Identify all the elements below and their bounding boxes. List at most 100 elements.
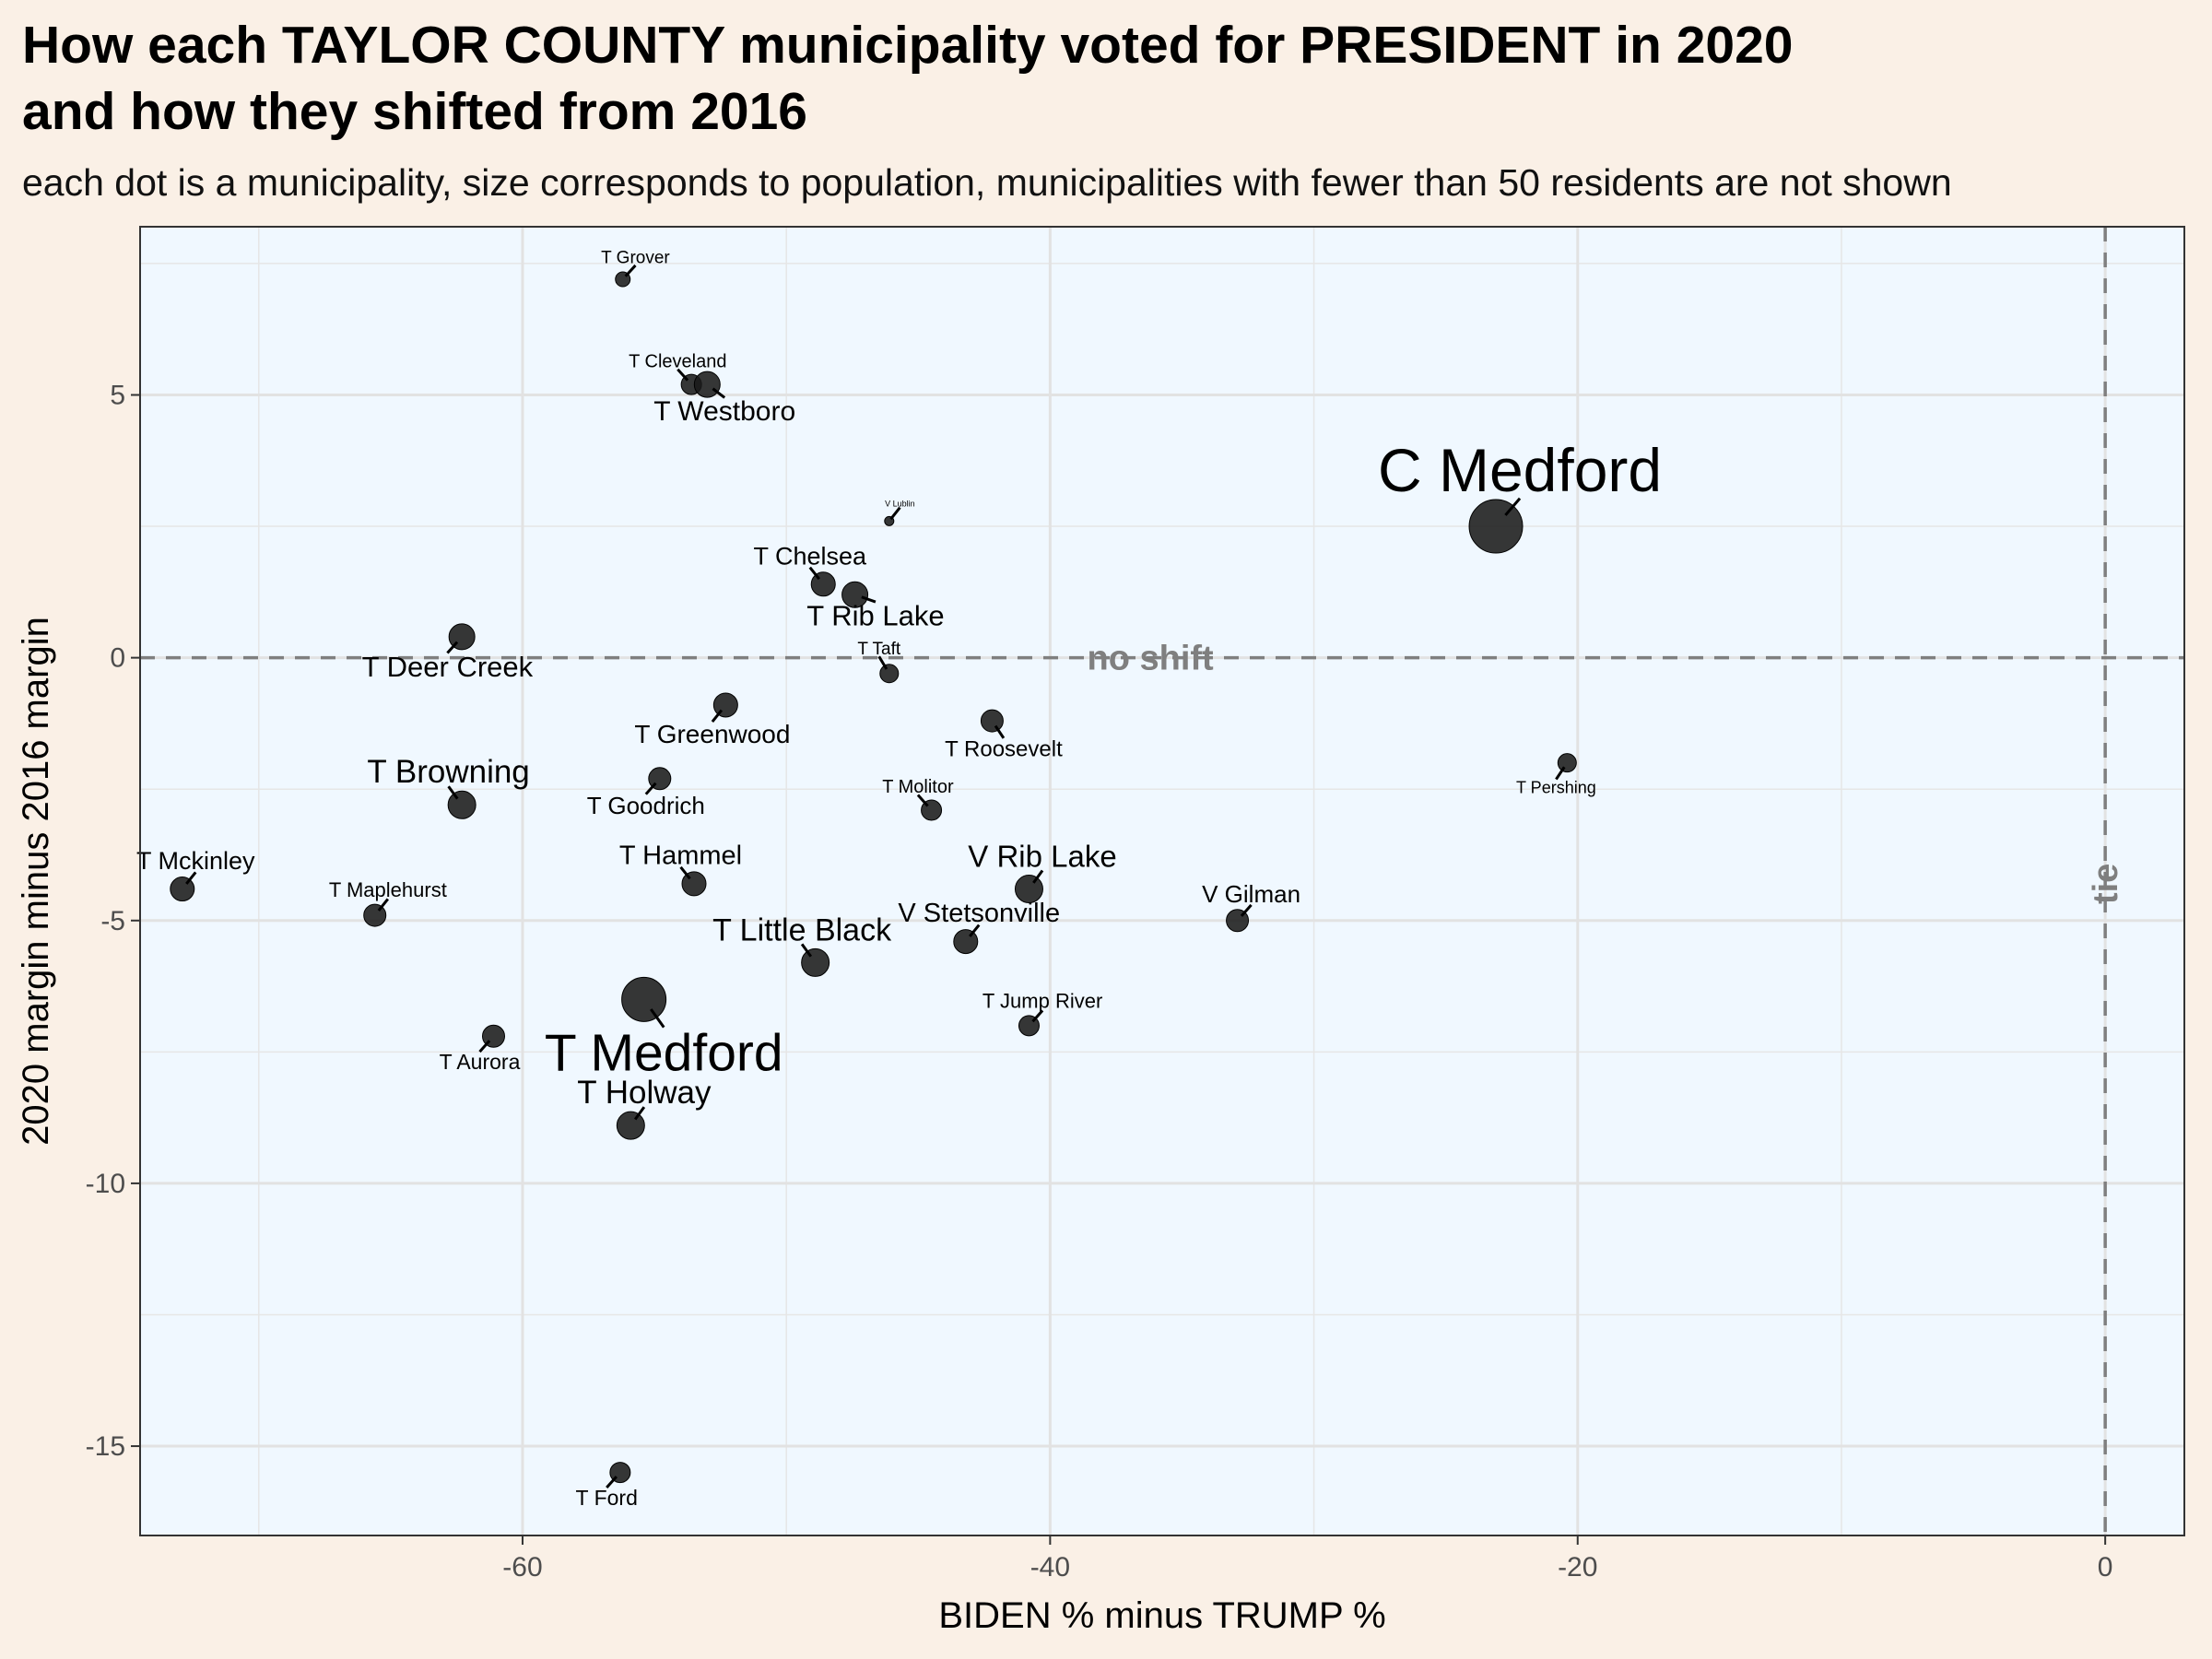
- point-label: T Cleveland: [629, 351, 726, 371]
- point-group: T Mckinley: [136, 847, 255, 902]
- y-axis-title: 2020 margin minus 2016 margin: [16, 617, 56, 1146]
- point-label: T Ford: [576, 1486, 638, 1510]
- data-point: [447, 790, 477, 819]
- data-point: [1468, 499, 1524, 554]
- data-point: [980, 709, 1004, 733]
- x-tick-label: -20: [1558, 1552, 1597, 1583]
- data-point: [693, 371, 721, 398]
- data-point: [616, 1111, 645, 1140]
- point-label: T Westboro: [653, 396, 795, 427]
- leader-line: [808, 566, 820, 581]
- plot-border: [139, 226, 2185, 1536]
- data-point: [879, 664, 900, 684]
- point-label: T Browning: [367, 754, 529, 790]
- x-tick-label: -40: [1030, 1552, 1070, 1583]
- point-label: V Gilman: [1202, 880, 1300, 908]
- point-group: T Pershing: [1516, 753, 1596, 796]
- leader-line: [677, 368, 689, 382]
- point-label: T Medford: [545, 1023, 783, 1082]
- leader-line: [711, 709, 724, 723]
- leader-line: [478, 1040, 491, 1053]
- y-tick-label: 0: [110, 643, 125, 674]
- leader-line: [185, 871, 197, 885]
- point-label: T Chelsea: [753, 542, 867, 570]
- point-label: T Little Black: [712, 912, 892, 947]
- point-label: T Deer Creek: [362, 651, 534, 683]
- leader-line: [1032, 869, 1044, 884]
- point-group: T Roosevelt: [945, 709, 1063, 762]
- leader-line: [1504, 497, 1522, 516]
- point-label: C Medford: [1378, 436, 1662, 504]
- point-group: T Medford: [545, 976, 783, 1082]
- point-label: T Maplehurst: [329, 878, 447, 901]
- leader-line: [1240, 903, 1253, 917]
- point-label: T Rib Lake: [806, 599, 944, 631]
- leader-line: [1031, 1009, 1044, 1023]
- point-group: T Little Black: [712, 912, 892, 977]
- leader-line: [994, 724, 1006, 739]
- point-group: T Grover: [601, 249, 670, 288]
- leader-line: [606, 1476, 618, 1489]
- point-group: T Westboro: [653, 371, 795, 427]
- point-group: T Goodrich: [587, 767, 705, 819]
- point-label: T Goodrich: [587, 792, 705, 819]
- point-group: T Aurora: [440, 1024, 521, 1074]
- point-group: V Rib Lake: [968, 840, 1117, 904]
- plot-panel: [140, 227, 2184, 1535]
- leader-line: [377, 898, 390, 912]
- leader-line: [446, 641, 459, 654]
- leader-line: [447, 785, 459, 800]
- point-label: T Mckinley: [136, 847, 255, 875]
- leader-line: [712, 387, 726, 399]
- point-group: T Ford: [576, 1462, 638, 1510]
- point-label: V Stetsonville: [898, 899, 1060, 928]
- y-tick-label: -5: [100, 906, 125, 936]
- tie-label: tie: [2087, 864, 2125, 904]
- point-label: T Holway: [577, 1075, 712, 1111]
- data-point: [1014, 875, 1043, 904]
- x-tick-label: -60: [502, 1552, 542, 1583]
- point-group: T Greenwood: [634, 692, 790, 748]
- data-point: [801, 947, 830, 977]
- leader-line: [800, 943, 813, 958]
- reference-lines: no shift tie: [140, 227, 2184, 1535]
- point-group: T Chelsea: [753, 542, 867, 597]
- data-point: [621, 976, 667, 1022]
- point-label: T Jump River: [982, 990, 1102, 1013]
- leader-line: [650, 1008, 665, 1029]
- point-label: V Lublin: [885, 500, 915, 509]
- leader-line: [969, 924, 981, 937]
- no-shift-label: no shift: [1088, 640, 1215, 678]
- y-tick-label: -15: [86, 1431, 125, 1462]
- y-tick-label: -10: [86, 1169, 125, 1199]
- point-label: T Roosevelt: [945, 737, 1063, 762]
- point-group: T Holway: [577, 1075, 712, 1140]
- point-group: T Molitor: [882, 777, 954, 821]
- leader-line: [633, 1106, 646, 1121]
- chart-title-line2: and how they shifted from 2016: [22, 82, 807, 141]
- point-label: T Aurora: [440, 1050, 521, 1074]
- grid-lines: [140, 227, 2184, 1535]
- point-label: T Molitor: [882, 777, 954, 797]
- point-group: T Hammel: [619, 841, 742, 897]
- point-group: V Stetsonville: [898, 899, 1060, 955]
- leader-line: [877, 655, 888, 670]
- point-label: T Hammel: [619, 841, 742, 870]
- point-group: V Gilman: [1202, 880, 1300, 933]
- data-points: T Grover T Cleveland T Westboro V Lublin C M…: [136, 249, 1662, 1510]
- point-label: T Grover: [601, 249, 670, 268]
- chart-subtitle: each dot is a municipality, size corresp…: [22, 161, 1952, 204]
- point-group: T Maplehurst: [329, 878, 447, 927]
- point-group: T Browning: [367, 754, 530, 819]
- leader-line: [624, 264, 637, 277]
- axis-ticks: -60 -40 -20 0 -15 -10 -5 0 5: [86, 380, 2113, 1583]
- leader-line: [644, 782, 657, 795]
- leader-line: [861, 595, 877, 604]
- chart-title-line1: How each TAYLOR COUNTY municipality vote…: [22, 16, 1794, 75]
- x-axis-title: BIDEN % minus TRUMP %: [938, 1595, 1385, 1636]
- point-group: C Medford: [1378, 436, 1662, 554]
- point-group: T Cleveland: [629, 351, 726, 395]
- data-point: [1557, 753, 1577, 773]
- y-tick-label: 5: [110, 380, 125, 410]
